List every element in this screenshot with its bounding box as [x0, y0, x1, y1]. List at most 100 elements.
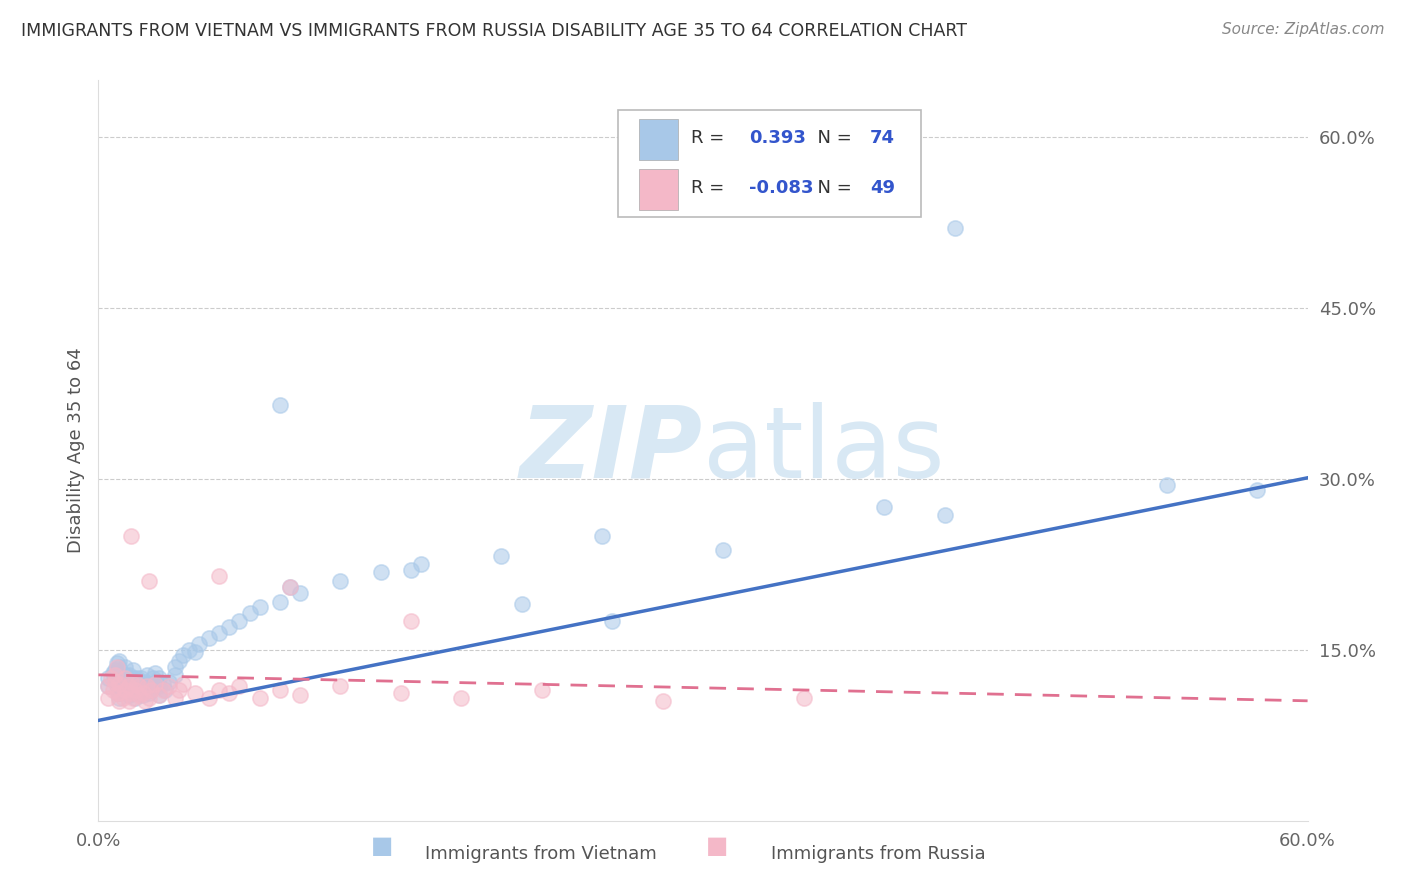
Point	[101, 665, 124, 680]
Point	[124, 682, 146, 697]
Point	[101, 682, 124, 697]
Point	[172, 677, 194, 691]
Point	[97, 679, 120, 693]
Point	[124, 690, 146, 705]
Point	[602, 615, 624, 629]
Point	[510, 597, 533, 611]
Point	[107, 679, 129, 693]
Point	[105, 660, 128, 674]
Text: 74: 74	[870, 128, 894, 147]
Point	[121, 690, 143, 705]
Point	[135, 668, 157, 682]
Point	[143, 665, 166, 680]
Point	[138, 690, 160, 705]
Point	[153, 682, 176, 697]
Point	[943, 221, 966, 235]
Point	[103, 674, 125, 689]
Point	[198, 690, 221, 705]
Point	[370, 566, 392, 580]
Point	[228, 679, 250, 693]
Point	[269, 682, 291, 697]
Point	[97, 690, 120, 705]
Point	[389, 686, 412, 700]
Point	[105, 686, 128, 700]
Point	[163, 668, 186, 682]
Point	[873, 500, 896, 515]
Point	[249, 690, 271, 705]
Point	[114, 682, 136, 697]
Point	[121, 663, 143, 677]
Point	[97, 671, 120, 685]
Point	[239, 607, 262, 621]
Point	[152, 677, 174, 691]
Text: R =: R =	[690, 128, 730, 147]
Text: atlas: atlas	[703, 402, 945, 499]
Point	[114, 668, 136, 682]
Point	[152, 682, 174, 697]
Point	[1156, 477, 1178, 491]
Point	[120, 686, 142, 700]
Point	[107, 686, 129, 700]
Text: 0.393: 0.393	[749, 128, 806, 147]
Point	[278, 580, 301, 594]
Point	[278, 580, 301, 594]
Point	[184, 645, 207, 659]
Point	[793, 690, 815, 705]
Text: 49: 49	[870, 179, 894, 197]
Point	[111, 674, 134, 689]
Point	[172, 648, 194, 663]
Point	[208, 682, 231, 697]
Point	[107, 660, 129, 674]
Point	[148, 689, 170, 703]
Point	[111, 682, 134, 697]
Point	[132, 686, 155, 700]
Point	[591, 529, 613, 543]
Text: IMMIGRANTS FROM VIETNAM VS IMMIGRANTS FROM RUSSIA DISABILITY AGE 35 TO 64 CORREL: IMMIGRANTS FROM VIETNAM VS IMMIGRANTS FR…	[21, 22, 967, 40]
Point	[450, 690, 472, 705]
Text: Immigrants from Vietnam: Immigrants from Vietnam	[426, 846, 657, 863]
Point	[208, 568, 231, 582]
Point	[128, 679, 150, 693]
Point	[120, 679, 142, 693]
Point	[118, 689, 141, 703]
Point	[107, 677, 129, 691]
FancyBboxPatch shape	[619, 110, 921, 218]
FancyBboxPatch shape	[638, 169, 678, 210]
Point	[218, 686, 240, 700]
Point	[118, 682, 141, 697]
Point	[132, 679, 155, 693]
Point	[329, 574, 352, 589]
Point	[103, 668, 125, 682]
Point	[288, 586, 311, 600]
Point	[105, 657, 128, 671]
Point	[218, 620, 240, 634]
Text: ZIP: ZIP	[520, 402, 703, 499]
Point	[134, 674, 156, 689]
Point	[208, 625, 231, 640]
Point	[934, 508, 956, 523]
Point	[120, 529, 142, 543]
Point	[148, 689, 170, 703]
Point	[134, 694, 156, 708]
Point	[138, 677, 160, 691]
Point	[103, 668, 125, 682]
Point	[711, 542, 734, 557]
Point	[107, 686, 129, 700]
Text: Source: ZipAtlas.com: Source: ZipAtlas.com	[1222, 22, 1385, 37]
Point	[157, 674, 180, 689]
Point	[167, 654, 190, 668]
Point	[329, 679, 352, 693]
Point	[125, 677, 148, 691]
Point	[184, 686, 207, 700]
Point	[228, 615, 250, 629]
Text: -0.083: -0.083	[749, 179, 814, 197]
Point	[118, 677, 141, 691]
Point	[143, 677, 166, 691]
Point	[167, 682, 190, 697]
Point	[491, 549, 513, 564]
Point	[530, 682, 553, 697]
Point	[188, 637, 211, 651]
Point	[399, 615, 422, 629]
Point	[142, 671, 165, 685]
Point	[399, 563, 422, 577]
